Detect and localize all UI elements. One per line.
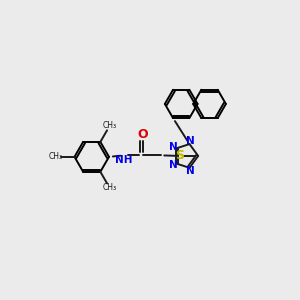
Text: NH: NH [115, 155, 133, 165]
Text: CH₃: CH₃ [49, 152, 63, 161]
Text: N: N [169, 142, 178, 152]
Text: O: O [138, 128, 148, 141]
Text: CH₃: CH₃ [103, 184, 117, 193]
Text: N: N [169, 160, 178, 170]
Text: N: N [186, 136, 195, 146]
Text: S: S [175, 149, 184, 162]
Text: CH₃: CH₃ [103, 121, 117, 130]
Text: N: N [186, 166, 195, 176]
